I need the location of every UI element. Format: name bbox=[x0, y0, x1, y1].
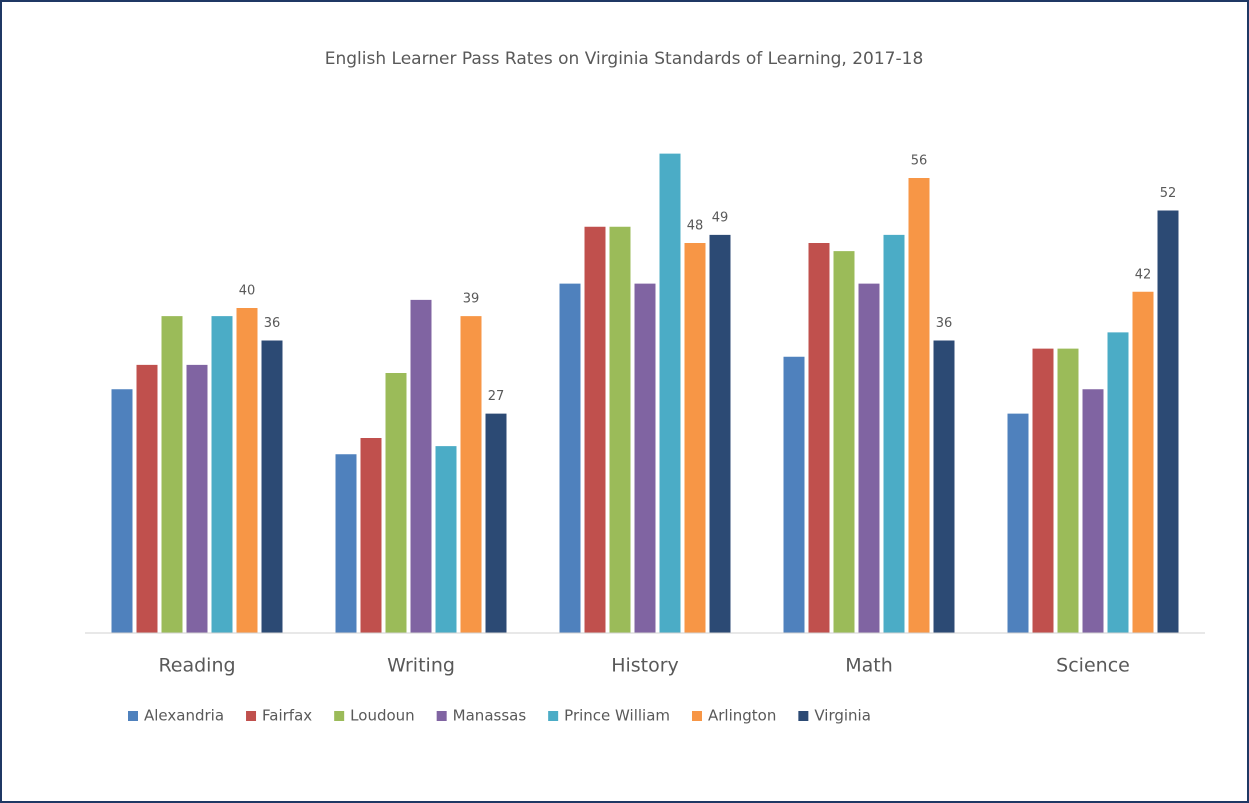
legend-swatch bbox=[436, 711, 447, 721]
data-label: 49 bbox=[712, 210, 729, 225]
legend-swatch bbox=[246, 711, 257, 721]
bar bbox=[485, 413, 507, 633]
bar bbox=[783, 356, 805, 633]
data-label: 42 bbox=[1135, 267, 1152, 282]
bar bbox=[360, 438, 382, 633]
bar bbox=[584, 226, 606, 633]
legend-label: Manassas bbox=[453, 707, 527, 725]
bar bbox=[709, 234, 731, 633]
legend-swatch bbox=[548, 711, 559, 721]
bar bbox=[335, 454, 357, 633]
legend-label: Arlington bbox=[708, 707, 776, 725]
bar bbox=[659, 153, 681, 633]
data-label: 56 bbox=[911, 154, 928, 169]
data-label: 40 bbox=[239, 284, 256, 299]
bar bbox=[186, 364, 208, 633]
legend-label: Prince William bbox=[564, 707, 670, 725]
bar bbox=[634, 283, 656, 633]
bar bbox=[1032, 348, 1054, 633]
bar bbox=[1107, 332, 1129, 633]
x-tick-label: Science bbox=[1056, 655, 1130, 677]
data-label: 27 bbox=[488, 389, 505, 404]
bar bbox=[261, 340, 283, 633]
data-label: 39 bbox=[463, 292, 480, 307]
legend-label: Alexandria bbox=[144, 707, 224, 725]
bar bbox=[933, 340, 955, 633]
data-label: 36 bbox=[264, 316, 281, 331]
legend-label: Virginia bbox=[814, 707, 871, 725]
bar bbox=[236, 308, 258, 633]
bar bbox=[410, 299, 432, 633]
data-label: 36 bbox=[936, 316, 953, 331]
bar bbox=[908, 178, 930, 633]
bar bbox=[1057, 348, 1079, 633]
chart-title: English Learner Pass Rates on Virginia S… bbox=[325, 49, 924, 69]
bar bbox=[161, 316, 183, 633]
bar bbox=[858, 283, 880, 633]
legend-swatch bbox=[128, 711, 138, 721]
bar bbox=[111, 389, 133, 633]
bar bbox=[833, 251, 855, 633]
x-tick-label: Math bbox=[845, 655, 893, 677]
bar bbox=[559, 283, 581, 633]
bar bbox=[1132, 291, 1154, 633]
bar bbox=[136, 364, 158, 633]
bar bbox=[211, 316, 233, 633]
bar bbox=[385, 373, 407, 633]
legend-label: Loudoun bbox=[350, 707, 415, 725]
bar bbox=[460, 316, 482, 633]
legend-swatch bbox=[798, 711, 809, 721]
bar bbox=[435, 446, 457, 633]
bar bbox=[1007, 413, 1029, 633]
bar bbox=[1157, 210, 1179, 633]
legend-swatch bbox=[334, 711, 345, 721]
x-tick-label: History bbox=[611, 655, 679, 677]
bar bbox=[808, 243, 830, 633]
x-tick-label: Writing bbox=[387, 655, 455, 677]
bar bbox=[883, 234, 905, 633]
x-tick-label: Reading bbox=[158, 655, 235, 677]
bar bbox=[1082, 389, 1104, 633]
data-label: 48 bbox=[687, 219, 704, 234]
data-label: 52 bbox=[1160, 186, 1177, 201]
bar bbox=[609, 226, 631, 633]
legend-swatch bbox=[692, 711, 702, 721]
bar bbox=[684, 243, 706, 633]
legend-label: Fairfax bbox=[262, 707, 312, 725]
